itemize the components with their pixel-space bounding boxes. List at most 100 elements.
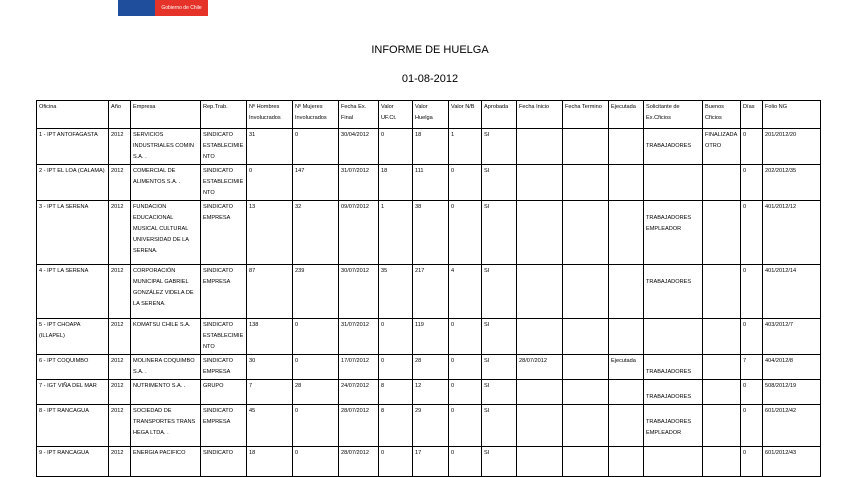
table-cell — [516, 446, 563, 477]
table-cell: GRUPO — [200, 379, 247, 405]
table-cell: 1 — [448, 128, 482, 165]
table-cell: KOMATSU CHILE S.A. — [130, 318, 201, 355]
table-cell: 119 — [412, 318, 449, 355]
table-cell: TRABAJADORES EMPLEADOR — [643, 200, 703, 265]
column-header: Valor Huelga — [412, 100, 449, 129]
column-header: Valor UF.Ct. — [378, 100, 413, 129]
table-cell: 0 — [448, 404, 482, 447]
table-cell — [562, 200, 609, 265]
table-cell: ENERGIA PACIFICO — [130, 446, 201, 477]
table-cell — [562, 446, 609, 477]
table-cell: 7 - IGT VIÑA DEL MAR — [36, 379, 109, 405]
table-cell: SI — [481, 164, 517, 201]
table-cell: 87 — [246, 264, 293, 319]
table-cell: 601/2012/42 — [762, 404, 821, 447]
table-cell: FINALIZADA OTRO — [702, 128, 741, 165]
table-cell: 1 — [378, 200, 413, 265]
table-cell: 30/07/2012 — [338, 264, 379, 319]
table-row: 5 - IPT CHOAPA (ILLAPEL) 2012 KOMATSU CHIL… — [36, 318, 821, 355]
table-cell — [702, 164, 741, 201]
table-cell: 17 — [412, 446, 449, 477]
table-cell — [608, 164, 644, 201]
table-cell: 111 — [412, 164, 449, 201]
table-cell: TRABAJADORES EMPLEADOR — [643, 404, 703, 447]
table-cell — [562, 379, 609, 405]
table-cell: 147 — [292, 164, 339, 201]
table-cell: 28/07/2012 — [338, 446, 379, 477]
table-cell: 0 — [378, 354, 413, 380]
table-cell: 31 — [246, 128, 293, 165]
table-header-row: Oficina Año Empresa Rep.Trab. Nº Hombres Inv… — [36, 100, 821, 129]
table-cell: 0 — [740, 318, 763, 355]
column-header: Fecha Ex. Final — [338, 100, 379, 129]
table-cell: 217 — [412, 264, 449, 319]
gobierno-de-chile-logo: Gobierno de Chile — [118, 0, 208, 16]
table-cell: 31/07/2012 — [338, 164, 379, 201]
column-header: Fecha Inicio — [516, 100, 563, 129]
table-cell — [608, 128, 644, 165]
table-cell: 30/04/2012 — [338, 128, 379, 165]
column-header: Aprobada — [481, 100, 517, 129]
table-cell: 0 — [292, 354, 339, 380]
table-cell: SI — [481, 318, 517, 355]
table-cell — [516, 404, 563, 447]
column-header: Fecha Termino — [562, 100, 609, 129]
table-cell: SI — [481, 404, 517, 447]
table-cell: 0 — [292, 404, 339, 447]
table-cell: 202/2012/35 — [762, 164, 821, 201]
column-header: Rep.Trab. — [200, 100, 247, 129]
table-cell — [516, 264, 563, 319]
column-header: Nº Mujeres Involucrados — [292, 100, 339, 129]
table-cell: 2012 — [108, 379, 131, 405]
table-cell: FUNDACION EDUCACIONAL MUSICAL CULTURAL U… — [130, 200, 201, 265]
table-cell: 0 — [292, 318, 339, 355]
table-cell: 9 - IPT RANCAGUA — [36, 446, 109, 477]
table-cell: SI — [481, 379, 517, 405]
table-cell: 0 — [378, 446, 413, 477]
table-cell: 401/2012/12 — [762, 200, 821, 265]
table-cell — [702, 200, 741, 265]
table-cell: 2012 — [108, 164, 131, 201]
table-cell — [702, 379, 741, 405]
table-cell: 2012 — [108, 404, 131, 447]
table-cell — [562, 164, 609, 201]
table-cell — [702, 318, 741, 355]
table-cell: 0 — [378, 318, 413, 355]
table-cell: 601/2012/43 — [762, 446, 821, 477]
table-cell: 0 — [246, 164, 293, 201]
table-cell — [702, 264, 741, 319]
table-cell: 239 — [292, 264, 339, 319]
table-cell: 404/2012/8 — [762, 354, 821, 380]
table-cell: 0 — [740, 164, 763, 201]
table-cell: 138 — [246, 318, 293, 355]
table-row: 3 - IPT LA SERENA 2012 FUNDACION EDUCACION… — [36, 200, 821, 265]
table-cell: 45 — [246, 404, 293, 447]
table-cell: 2012 — [108, 446, 131, 477]
table-cell: 403/2012/7 — [762, 318, 821, 355]
table-cell: TRABAJADORES — [643, 379, 703, 405]
column-header: Año — [108, 100, 131, 129]
column-header: Ejecutada — [608, 100, 644, 129]
column-header: Buenos Cficios — [702, 100, 741, 129]
table-cell: 4 — [448, 264, 482, 319]
table-cell: 0 — [448, 318, 482, 355]
table-cell: 8 - IPT RANCAGUA — [36, 404, 109, 447]
table-cell — [562, 404, 609, 447]
table-cell — [516, 164, 563, 201]
table-cell: SI — [481, 264, 517, 319]
table-cell — [516, 200, 563, 265]
table-cell: 3 - IPT LA SERENA — [36, 200, 109, 265]
table-cell: SINDICATO ESTABLECIMIENTO — [200, 164, 247, 201]
table-cell: COMERCIAL DE ALIMENTOS S.A. . — [130, 164, 201, 201]
table-cell: 38 — [412, 200, 449, 265]
table-cell: 201/2012/20 — [762, 128, 821, 165]
table-cell: SI — [481, 200, 517, 265]
table-cell: TRABAJADORES — [643, 128, 703, 165]
table-cell — [608, 404, 644, 447]
table-cell — [562, 128, 609, 165]
table-cell: SOCIEDAD DE TRANSPORTES TRANS HEGA LTDA.… — [130, 404, 201, 447]
table-cell: 5 - IPT CHOAPA (ILLAPEL) — [36, 318, 109, 355]
table-cell — [516, 128, 563, 165]
table-row: 2 - IPT EL LOA (CALAMA) 2012 COMERCIAL DE … — [36, 164, 821, 201]
table-cell: 7 — [246, 379, 293, 405]
